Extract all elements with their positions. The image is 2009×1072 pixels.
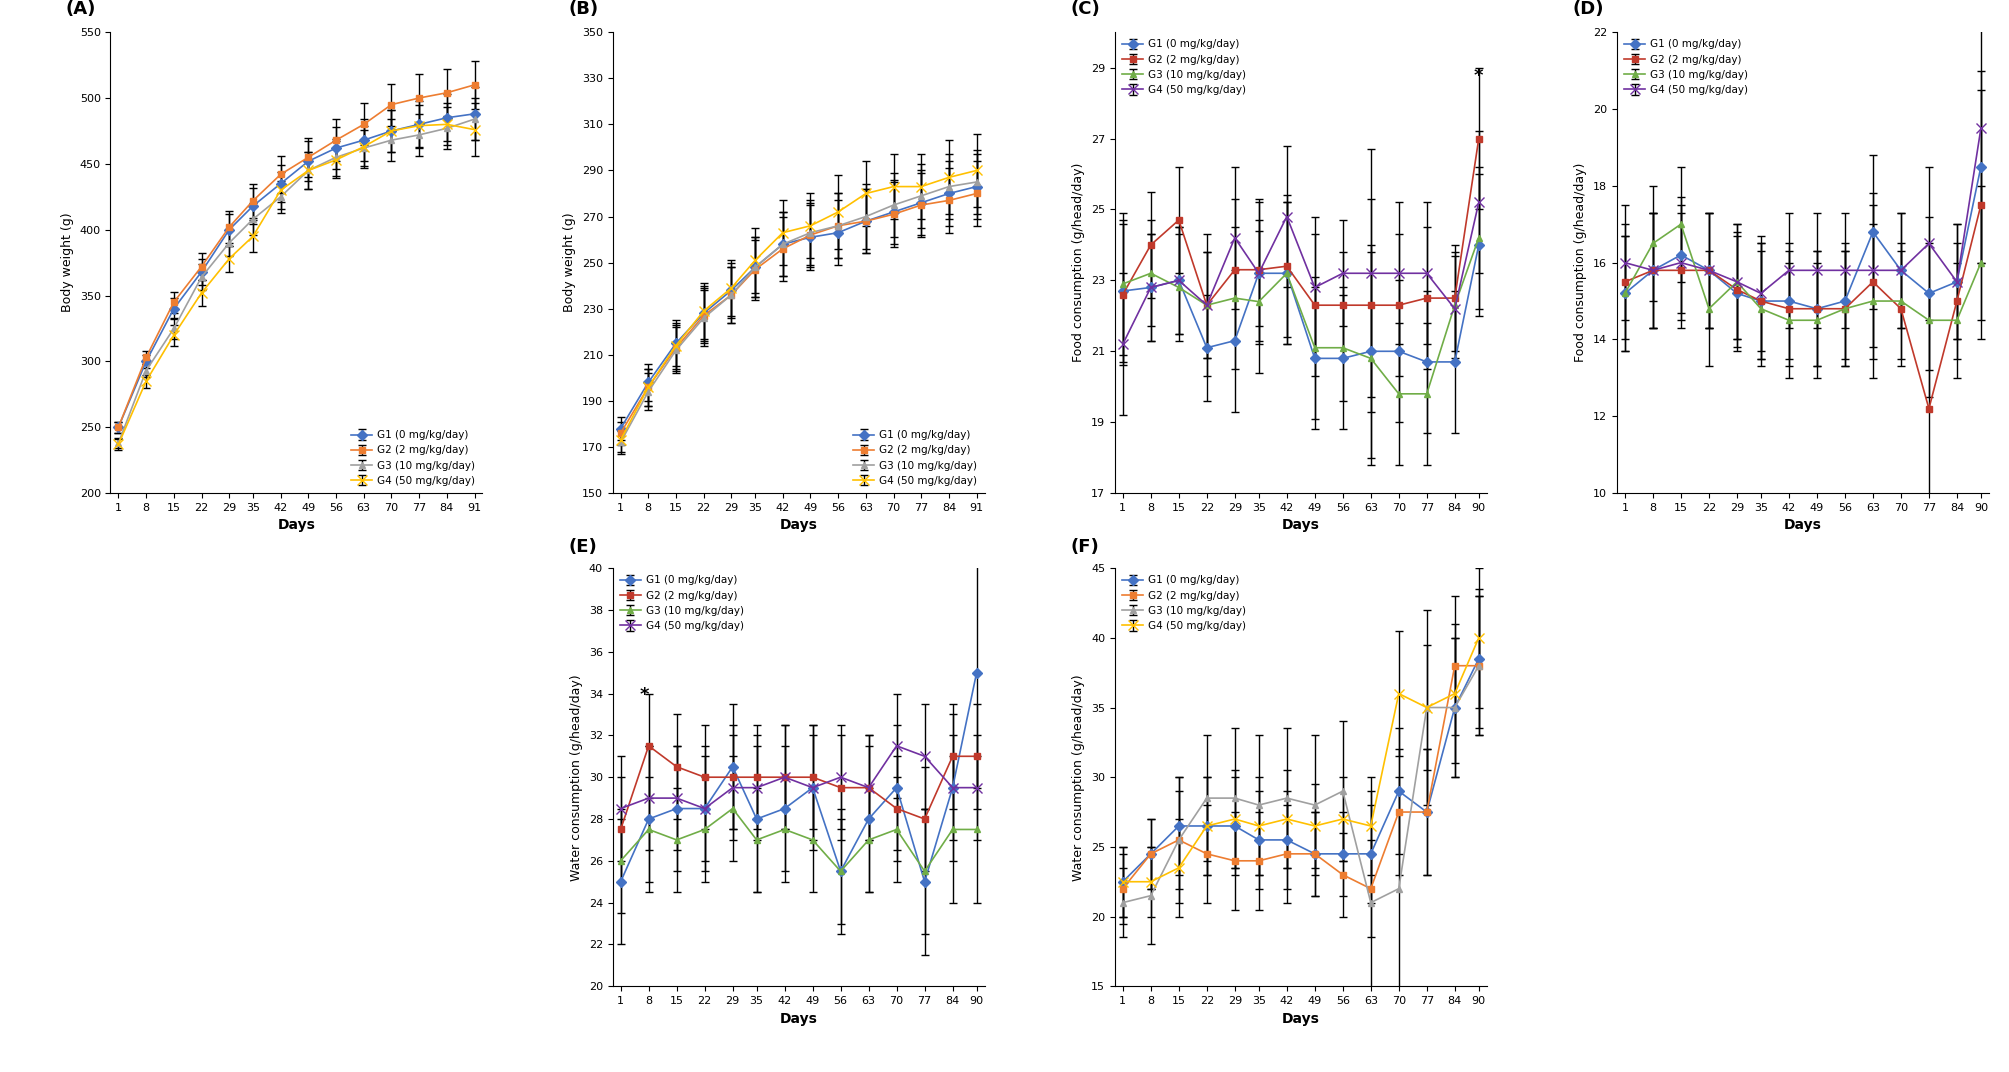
Y-axis label: Body weight (g): Body weight (g) (563, 213, 577, 312)
X-axis label: Days: Days (277, 519, 315, 533)
X-axis label: Days: Days (1282, 519, 1320, 533)
Text: (F): (F) (1071, 538, 1099, 555)
Legend: G1 (0 mg/kg/day), G2 (2 mg/kg/day), G3 (10 mg/kg/day), G4 (50 mg/kg/day): G1 (0 mg/kg/day), G2 (2 mg/kg/day), G3 (… (1619, 35, 1752, 100)
Y-axis label: Food consumption (g/head/day): Food consumption (g/head/day) (1073, 163, 1085, 362)
Text: (D): (D) (1573, 0, 1603, 18)
Y-axis label: Water consumption (g/head/day): Water consumption (g/head/day) (571, 674, 583, 880)
Text: (B): (B) (569, 0, 599, 18)
Y-axis label: Water consumption (g/head/day): Water consumption (g/head/day) (1073, 674, 1085, 880)
Text: (E): (E) (569, 538, 597, 555)
Y-axis label: Body weight (g): Body weight (g) (60, 213, 74, 312)
Legend: G1 (0 mg/kg/day), G2 (2 mg/kg/day), G3 (10 mg/kg/day), G4 (50 mg/kg/day): G1 (0 mg/kg/day), G2 (2 mg/kg/day), G3 (… (1117, 571, 1250, 636)
X-axis label: Days: Days (1282, 1012, 1320, 1026)
Legend: G1 (0 mg/kg/day), G2 (2 mg/kg/day), G3 (10 mg/kg/day), G4 (50 mg/kg/day): G1 (0 mg/kg/day), G2 (2 mg/kg/day), G3 (… (850, 426, 982, 490)
Text: *: * (639, 686, 649, 704)
Text: *: * (1475, 68, 1483, 86)
X-axis label: Days: Days (1784, 519, 1822, 533)
Legend: G1 (0 mg/kg/day), G2 (2 mg/kg/day), G3 (10 mg/kg/day), G4 (50 mg/kg/day): G1 (0 mg/kg/day), G2 (2 mg/kg/day), G3 (… (1117, 35, 1250, 100)
X-axis label: Days: Days (779, 519, 818, 533)
Legend: G1 (0 mg/kg/day), G2 (2 mg/kg/day), G3 (10 mg/kg/day), G4 (50 mg/kg/day): G1 (0 mg/kg/day), G2 (2 mg/kg/day), G3 (… (617, 571, 747, 636)
X-axis label: Days: Days (779, 1012, 818, 1026)
Legend: G1 (0 mg/kg/day), G2 (2 mg/kg/day), G3 (10 mg/kg/day), G4 (50 mg/kg/day): G1 (0 mg/kg/day), G2 (2 mg/kg/day), G3 (… (348, 426, 480, 490)
Text: (A): (A) (66, 0, 96, 18)
Y-axis label: Food consumption (g/head/day): Food consumption (g/head/day) (1575, 163, 1587, 362)
Text: (C): (C) (1071, 0, 1099, 18)
